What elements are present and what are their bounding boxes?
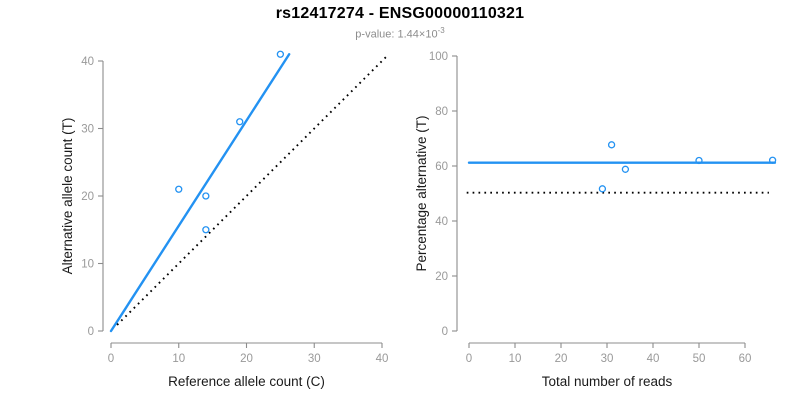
y-axis-label: Alternative allele count (T): [60, 118, 75, 275]
x-axis-label: Total number of reads: [542, 374, 673, 389]
pvalue-exponent: -3: [437, 26, 445, 35]
data-point: [607, 141, 616, 149]
x-tick-label: 50: [693, 353, 706, 365]
y-tick-label: 20: [435, 271, 448, 283]
data-point: [695, 156, 703, 165]
x-tick-label: 40: [647, 353, 660, 365]
data-point: [598, 185, 607, 193]
data-point: [175, 185, 183, 193]
x-tick-label: 20: [555, 353, 568, 365]
data-point: [621, 165, 630, 173]
fit-line: [109, 53, 291, 333]
percentage-vs-reads-scatter: 0 20 40 60 80 100 0 10 20 30 40 50 60 Total number of…: [414, 51, 777, 389]
x-tick-label: 20: [240, 353, 253, 365]
data-point: [202, 192, 210, 200]
x-tick-label: 40: [376, 353, 389, 365]
y-tick-label: 20: [81, 191, 94, 203]
y-tick-label: 80: [435, 106, 448, 118]
y-tick-label: 0: [442, 326, 448, 338]
x-tick-label: 10: [509, 353, 522, 365]
plot-subtitle: p-value: 1.44×10-3: [0, 26, 800, 41]
data-point: [202, 226, 210, 234]
x-tick-label: 30: [308, 353, 321, 365]
y-axis-label: Percentage alternative (T): [414, 115, 429, 271]
x-tick-label: 0: [466, 353, 472, 365]
y-tick-label: 40: [435, 216, 448, 228]
identity-line: [116, 54, 389, 326]
x-tick-label: 0: [108, 353, 114, 365]
data-point: [768, 156, 777, 164]
allele-counts-scatter: 0 10 20 30 40 0 10 20 30 40 Reference allele count…: [60, 50, 389, 389]
y-tick-label: 60: [435, 161, 448, 173]
y-tick-label: 100: [429, 51, 448, 63]
x-tick-label: 60: [739, 353, 752, 365]
data-points: [598, 141, 777, 193]
y-tick-label: 30: [81, 124, 94, 136]
data-point: [276, 50, 285, 58]
axes: [98, 60, 383, 348]
y-tick-label: 0: [88, 326, 94, 338]
axes: [452, 55, 746, 348]
y-tick-label: 40: [81, 56, 94, 68]
data-points: [175, 50, 285, 234]
x-axis-label: Reference allele count (C): [168, 374, 325, 389]
x-tick-label: 30: [601, 353, 614, 365]
data-point: [236, 118, 244, 126]
pvalue-text: p-value: 1.44×10: [355, 28, 438, 41]
x-tick-label: 10: [172, 353, 185, 365]
plot-title: rs12417274 - ENSG00000110321: [275, 5, 525, 22]
y-tick-label: 10: [81, 259, 94, 271]
